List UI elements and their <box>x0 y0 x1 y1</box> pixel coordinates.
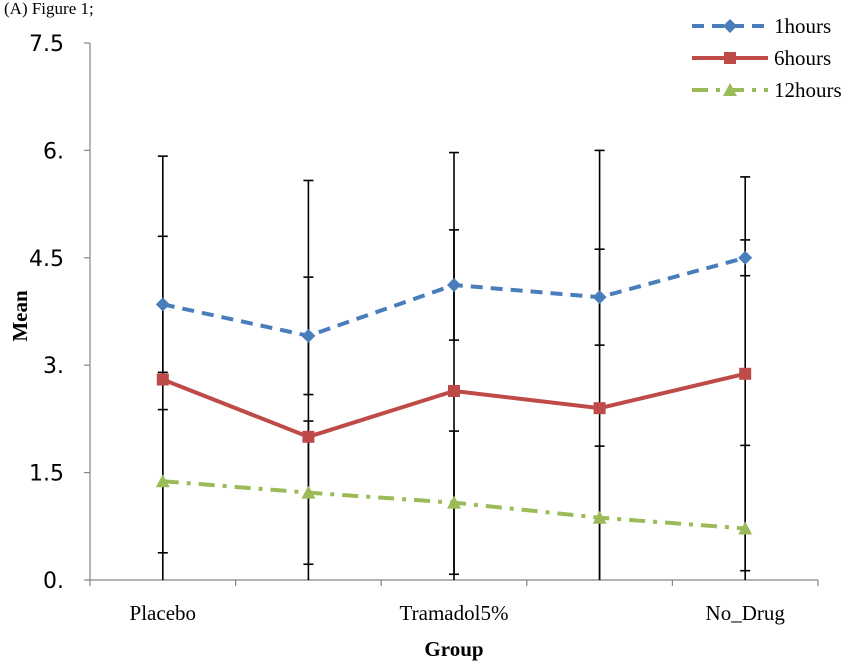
y-tick-label: 3. <box>43 354 64 379</box>
data-point-6hours <box>302 430 315 443</box>
y-tick-label: 4.5 <box>29 247 64 272</box>
data-point-1hours <box>738 250 753 265</box>
legend-label-1hours: 1hours <box>774 14 831 38</box>
y-tick-label: 1.5 <box>29 462 64 487</box>
legend-marker-12hours <box>723 83 737 96</box>
data-point-12hours <box>738 521 753 535</box>
data-point-1hours <box>155 297 170 312</box>
legend-label-12hours: 12hours <box>774 78 842 102</box>
data-point-6hours <box>593 402 606 415</box>
data-point-1hours <box>592 290 607 305</box>
data-point-12hours <box>155 474 170 488</box>
legend: 1hours 6hours 12hours <box>692 14 842 102</box>
y-tick-label: 0. <box>43 569 64 594</box>
x-tick-label: Tramadol5% <box>400 601 509 625</box>
y-axis-title: Mean <box>8 290 32 342</box>
x-tick-label: Placebo <box>130 601 196 625</box>
error-bars <box>157 149 751 580</box>
y-tick-label: 7.5 <box>29 32 64 57</box>
data-point-1hours <box>301 328 316 343</box>
legend-marker-1hours <box>723 19 737 33</box>
data-point-12hours <box>447 495 461 509</box>
series-markers <box>155 250 753 535</box>
legend-label-6hours: 6hours <box>774 46 831 70</box>
legend-marker-6hours <box>724 52 736 64</box>
data-point-1hours <box>447 278 461 293</box>
axes: 0. 1.5 3. 4.5 6. 7.5 Placebo Tramadol5% No_Drug <box>29 32 819 625</box>
data-point-12hours <box>592 510 607 524</box>
figure-caption-fragment: (A) Figure 1; <box>4 0 94 18</box>
y-tick-label: 6. <box>43 139 64 164</box>
data-point-6hours <box>156 373 169 386</box>
x-axis-title: Group <box>424 637 483 661</box>
data-point-6hours <box>448 384 460 397</box>
data-point-12hours <box>301 485 316 499</box>
data-point-6hours <box>739 367 752 380</box>
x-tick-label: No_Drug <box>706 601 786 625</box>
